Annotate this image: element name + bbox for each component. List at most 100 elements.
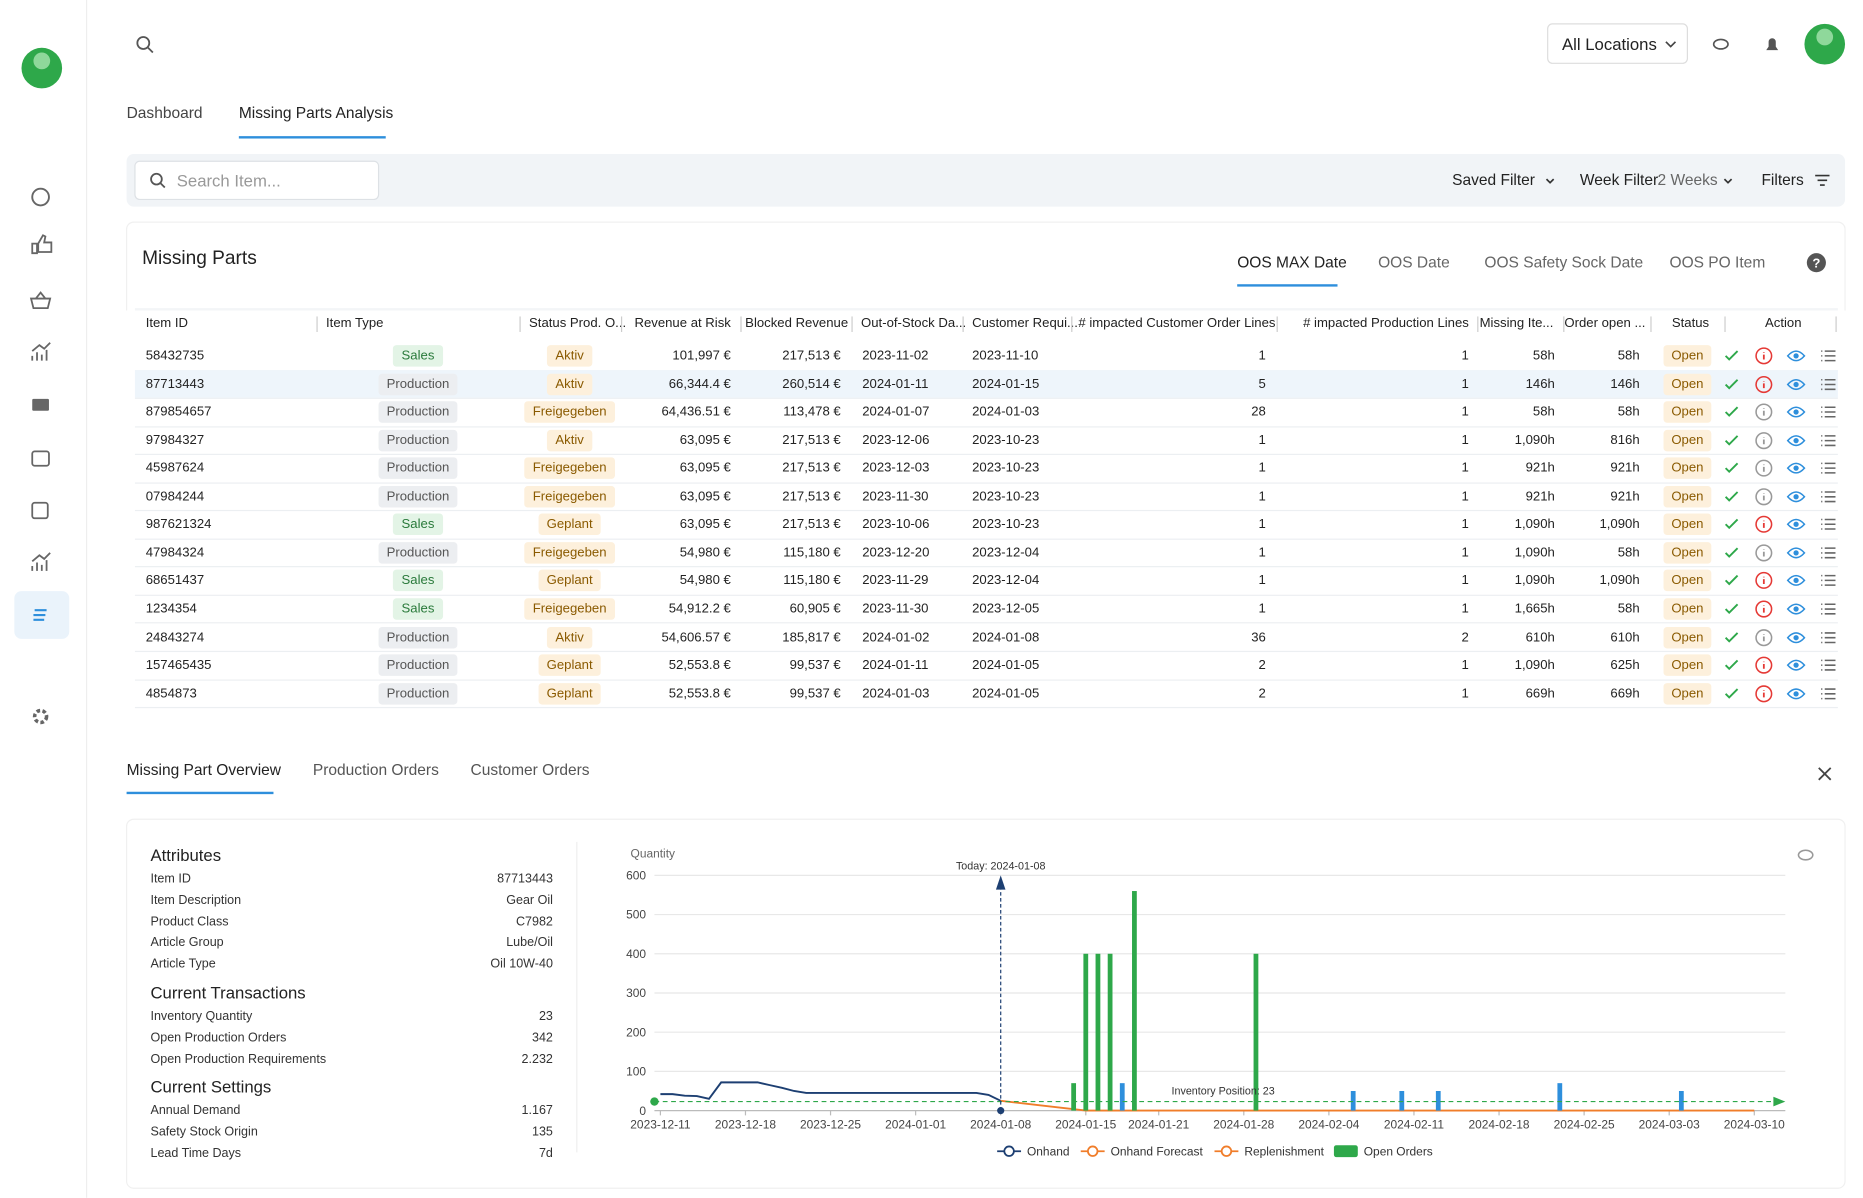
overview-tab[interactable]: Missing Part Overview: [127, 761, 281, 780]
oos-tab[interactable]: OOS Date: [1378, 253, 1450, 272]
view-button[interactable]: [1787, 515, 1806, 534]
details-button[interactable]: [1819, 628, 1838, 647]
overview-tab[interactable]: Customer Orders: [471, 761, 590, 780]
view-button[interactable]: [1787, 431, 1806, 450]
info-button[interactable]: [1754, 515, 1773, 534]
week-value[interactable]: 2 Weeks: [1658, 171, 1718, 190]
details-button[interactable]: [1819, 403, 1838, 422]
oos-tab[interactable]: OOS Safety Sock Date: [1484, 253, 1643, 272]
details-button[interactable]: [1819, 431, 1838, 450]
status-pill: Geplant: [538, 683, 601, 704]
search-placeholder[interactable]: Search Item...: [177, 171, 281, 190]
info-button[interactable]: [1754, 571, 1773, 590]
info-button[interactable]: [1754, 374, 1773, 393]
view-button[interactable]: [1787, 459, 1806, 478]
table-cell: 2024-01-03: [972, 401, 1068, 422]
view-button[interactable]: [1787, 571, 1806, 590]
overview-tab[interactable]: Production Orders: [313, 761, 439, 780]
view-button[interactable]: [1787, 346, 1806, 365]
calendar-icon[interactable]: [32, 451, 49, 465]
table-cell: 54,980 €: [621, 542, 731, 563]
table-cell: 1: [1349, 514, 1468, 535]
view-button[interactable]: [1787, 599, 1806, 618]
info-button[interactable]: [1754, 684, 1773, 703]
trend-icon[interactable]: [32, 553, 50, 571]
details-button[interactable]: [1819, 459, 1838, 478]
search-icon[interactable]: [137, 37, 149, 49]
icon-part: [1726, 632, 1738, 640]
oos-tab[interactable]: OOS PO Item: [1669, 253, 1765, 272]
info-button[interactable]: [1754, 459, 1773, 478]
view-button[interactable]: [1787, 487, 1806, 506]
approve-button[interactable]: [1722, 459, 1741, 478]
column-header[interactable]: Item Type: [326, 314, 383, 333]
view-button[interactable]: [1787, 684, 1806, 703]
info-button[interactable]: [1754, 599, 1773, 618]
column-header[interactable]: Customer Requi...: [972, 314, 1078, 333]
icon-part: [1821, 379, 1835, 389]
approve-button[interactable]: [1722, 543, 1741, 562]
details-button[interactable]: [1819, 374, 1838, 393]
bell-icon[interactable]: [1766, 38, 1778, 50]
details-button[interactable]: [1819, 571, 1838, 590]
table-cell: 115,180 €: [740, 570, 840, 591]
approve-button[interactable]: [1722, 599, 1741, 618]
details-button[interactable]: [1819, 515, 1838, 534]
approve-button[interactable]: [1722, 403, 1741, 422]
view-button[interactable]: [1787, 403, 1806, 422]
details-button[interactable]: [1819, 487, 1838, 506]
info-button[interactable]: [1754, 487, 1773, 506]
approve-button[interactable]: [1722, 374, 1741, 393]
nav-tab[interactable]: Missing Parts Analysis: [239, 104, 393, 123]
view-button[interactable]: [1787, 543, 1806, 562]
info-button[interactable]: [1754, 403, 1773, 422]
info-button[interactable]: [1754, 431, 1773, 450]
table-cell: 63,095 €: [621, 458, 731, 479]
info-button[interactable]: [1754, 628, 1773, 647]
view-button[interactable]: [1787, 656, 1806, 675]
nav-tab[interactable]: Dashboard: [127, 104, 203, 123]
approve-button[interactable]: [1722, 571, 1741, 590]
column-header[interactable]: Status: [1672, 314, 1709, 333]
saved-filter[interactable]: Saved Filter: [1452, 171, 1535, 190]
puzzle-icon[interactable]: [32, 503, 48, 519]
details-button[interactable]: [1819, 599, 1838, 618]
analytics-icon[interactable]: [32, 343, 50, 361]
column-header[interactable]: Revenue at Risk: [492, 314, 731, 333]
attribute-value: 23: [314, 1007, 553, 1026]
approve-button[interactable]: [1722, 628, 1741, 647]
view-button[interactable]: [1787, 374, 1806, 393]
info-button[interactable]: [1754, 543, 1773, 562]
eye-icon[interactable]: [1714, 39, 1728, 49]
status-pill: Aktiv: [547, 373, 592, 394]
close-icon[interactable]: [1819, 768, 1831, 780]
column-header[interactable]: Missing Ite...: [1480, 314, 1554, 333]
column-header[interactable]: Blocked Revenue: [745, 314, 848, 333]
approve-button[interactable]: [1722, 487, 1741, 506]
monitor-icon[interactable]: [32, 399, 49, 411]
column-header[interactable]: Item ID: [146, 314, 188, 333]
location-label[interactable]: All Locations: [1562, 35, 1657, 54]
approve-button[interactable]: [1722, 346, 1741, 365]
column-header[interactable]: Order open ...: [1564, 314, 1645, 333]
table-cell: Open: [1652, 626, 1724, 647]
details-button[interactable]: [1819, 543, 1838, 562]
approve-button[interactable]: [1722, 431, 1741, 450]
oos-tab[interactable]: OOS MAX Date: [1237, 253, 1347, 272]
view-button[interactable]: [1787, 628, 1806, 647]
info-button[interactable]: [1754, 656, 1773, 675]
column-separator: [621, 316, 622, 332]
week-filter[interactable]: Week Filter: [1580, 171, 1658, 190]
details-button[interactable]: [1819, 684, 1838, 703]
column-header[interactable]: Out-of-Stock Da...: [861, 314, 966, 333]
approve-button[interactable]: [1722, 656, 1741, 675]
details-button[interactable]: [1819, 346, 1838, 365]
column-header[interactable]: # impacted Production Lines: [1230, 314, 1469, 333]
filters[interactable]: Filters: [1761, 171, 1803, 190]
details-button[interactable]: [1819, 656, 1838, 675]
column-header[interactable]: Action: [1765, 314, 1802, 333]
approve-button[interactable]: [1722, 515, 1741, 534]
info-button[interactable]: [1754, 346, 1773, 365]
approve-button[interactable]: [1722, 684, 1741, 703]
